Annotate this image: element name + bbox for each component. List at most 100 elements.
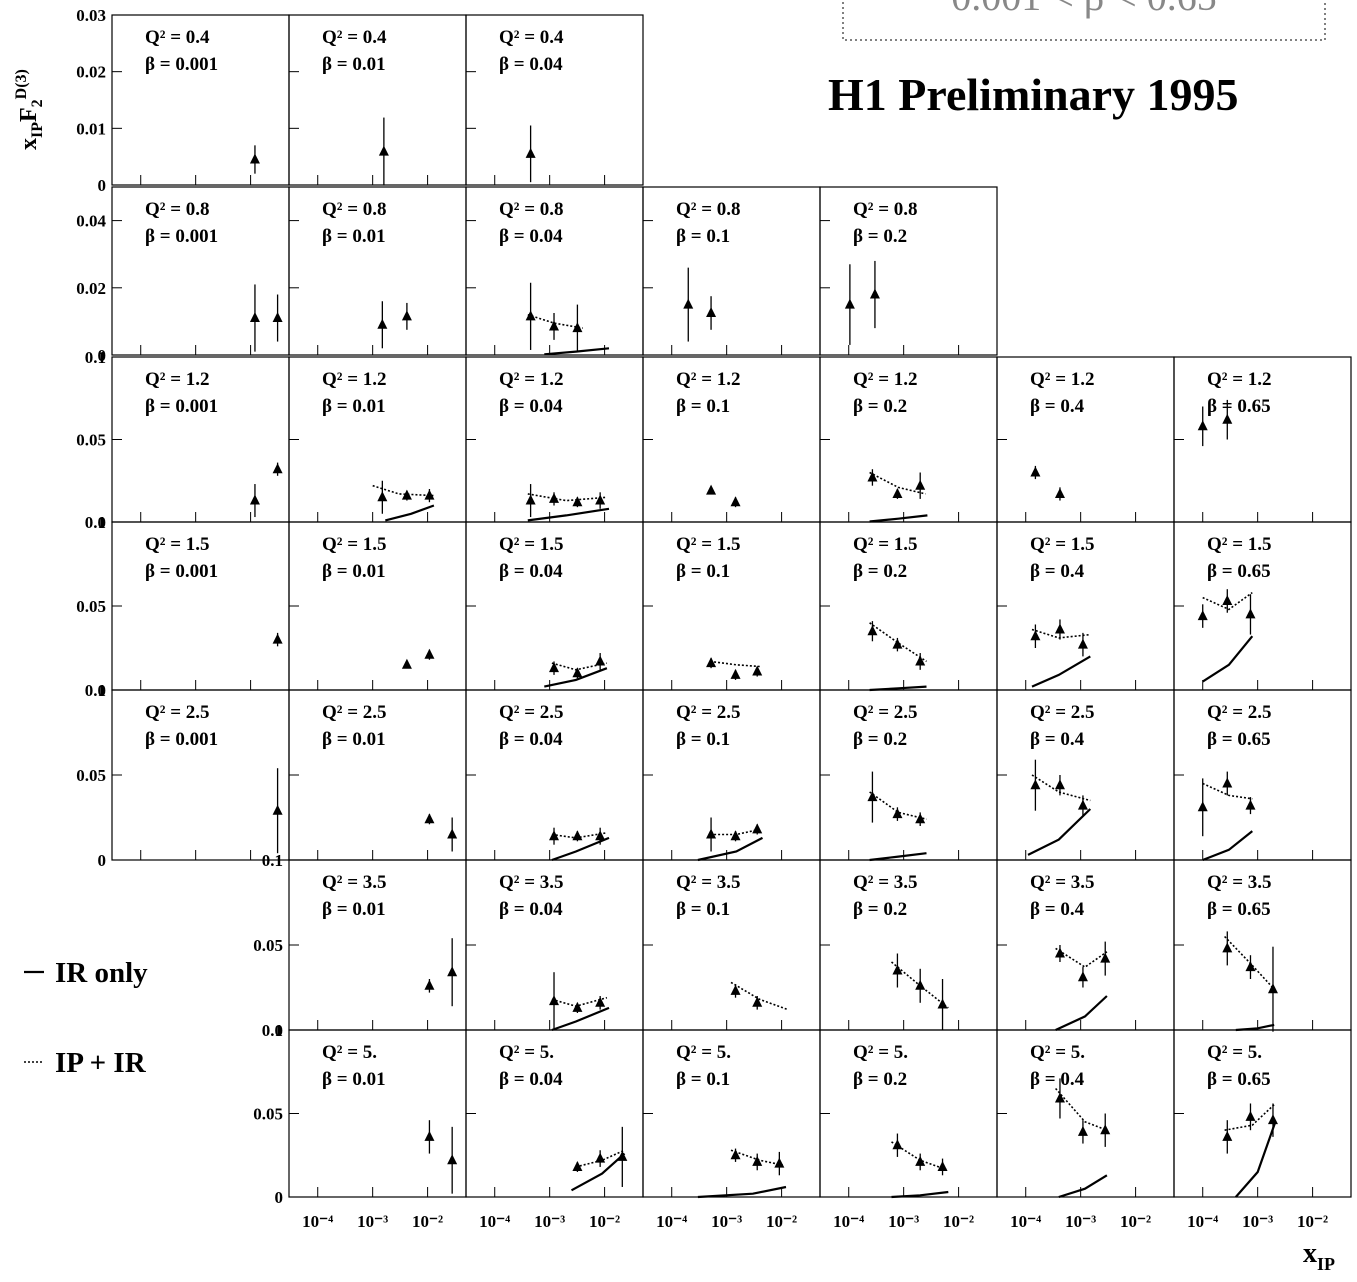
panel: Q² = 0.8 β = 0.001 [111,186,290,356]
q2-label: Q² = 1.2 [676,369,741,390]
beta-label: β = 0.1 [676,396,730,417]
data-point [706,657,717,668]
data-point [525,310,536,321]
beta-label: β = 0.65 [1207,561,1271,582]
beta-label: β = 0.01 [322,899,386,920]
ip-ir-curve [575,1149,625,1168]
panel: Q² = 5. β = 0.4 [996,1029,1175,1199]
range-label: 0.001 < β < 0.65 [951,0,1216,19]
ip-ir-curve [1202,591,1253,611]
data-point [424,979,435,990]
panel: Q² = 2.5 β = 0.4 [996,689,1175,861]
q2-label: Q² = 2.5 [145,702,210,723]
data-point [572,1160,583,1171]
ip-ir-curve [1031,774,1091,802]
data-point [272,804,283,815]
panel: Q² = 3.5 β = 0.4 [996,859,1175,1031]
q2-label: Q² = 5. [676,1042,731,1063]
data-point [706,828,717,839]
data-point [1197,801,1208,812]
data-point [915,813,926,824]
q2-label: Q² = 1.5 [145,534,210,555]
ir-curve [551,836,610,862]
panel: Q² = 0.4 β = 0.04 [465,14,644,186]
ip-ir-curve [730,981,789,1011]
ir-curve [1235,1023,1275,1032]
data-point [1197,420,1208,431]
beta-label: β = 0.04 [499,729,563,750]
beta-label: β = 0.2 [853,561,907,582]
y-tick-label: 0 [275,1021,284,1040]
q2-label: Q² = 3.5 [676,872,741,893]
beta-label: β = 0.1 [676,729,730,750]
beta-label: β = 0.04 [499,54,563,75]
panel: Q² = 2.5 β = 0.01 [288,689,467,861]
x-tick-label: 10⁻² [766,1212,797,1231]
data-point [1222,777,1233,788]
y-tick-label: 0 [98,513,107,532]
data-point [752,996,763,1007]
x-tick-label: 10⁻⁴ [302,1212,333,1231]
q2-label: Q² = 1.5 [322,534,387,555]
data-point [377,491,388,502]
ip-ir-curve [869,471,926,495]
beta-label: β = 0.1 [676,1069,730,1090]
data-point [572,1001,583,1012]
beta-label: β = 0.04 [499,1069,563,1090]
panel-frame [819,1029,998,1198]
data-point [937,998,948,1009]
q2-label: Q² = 2.5 [322,702,387,723]
beta-label: β = 0.4 [1030,561,1085,582]
data-point [549,320,560,331]
q2-label: Q² = 5. [499,1042,554,1063]
ip-ir-curve [372,484,434,497]
ir-curve [869,514,928,523]
data-point [617,1150,628,1161]
q2-label: Q² = 1.2 [1030,369,1095,390]
ir-curve [527,507,610,522]
data-point [1054,947,1065,958]
panel: Q² = 5. β = 0.04 [465,1029,644,1198]
panel: Q² = 2.5 β = 0.65 [1173,689,1352,862]
q2-label: Q² = 1.2 [853,369,918,390]
panel: Q² = 2.5 β = 0.04 [465,689,644,862]
y-tick-label: 0.1 [262,1021,283,1040]
x-label-part: x [1303,1238,1317,1269]
data-point [249,312,260,323]
data-point [867,791,878,802]
x-axis-label: xIP [1303,1238,1335,1274]
data-point [915,979,926,990]
beta-label: β = 0.4 [1030,396,1085,417]
data-point [1197,610,1208,621]
data-point [447,1154,458,1165]
beta-label: β = 0.65 [1207,396,1271,417]
data-point [249,494,260,505]
ip-ir-curve [891,1141,949,1172]
panel: Q² = 3.5 β = 0.1 [642,859,821,1031]
data-point [915,1155,926,1166]
ip-ir-curve [1224,935,1275,990]
panel: Q² = 3.5 β = 0.65 [1173,859,1352,1032]
ip-ir-curve [709,660,760,668]
range-box [842,0,1326,41]
data-point [595,655,606,666]
data-point [730,668,741,679]
ip-ir-curve [1031,628,1091,639]
ir-curve [1031,655,1091,688]
q2-label: Q² = 1.5 [676,534,741,555]
data-point [892,964,903,975]
q2-label: Q² = 1.2 [322,369,387,390]
y-tick-label: 0.02 [76,279,106,298]
ip-ir-curve [527,493,607,502]
ir-curve [869,852,927,862]
panel: Q² = 2.5 β = 0.001 [111,689,290,861]
data-point [595,1152,606,1163]
data-point [1245,1110,1256,1121]
beta-label: β = 0.2 [853,226,907,247]
data-point [892,638,903,649]
beta-label: β = 0.1 [676,561,730,582]
data-point [1054,623,1065,634]
y-tick-label: 0.04 [76,212,106,231]
panel-frame [996,1029,1175,1198]
x-tick-label: 10⁻² [1120,1212,1151,1231]
